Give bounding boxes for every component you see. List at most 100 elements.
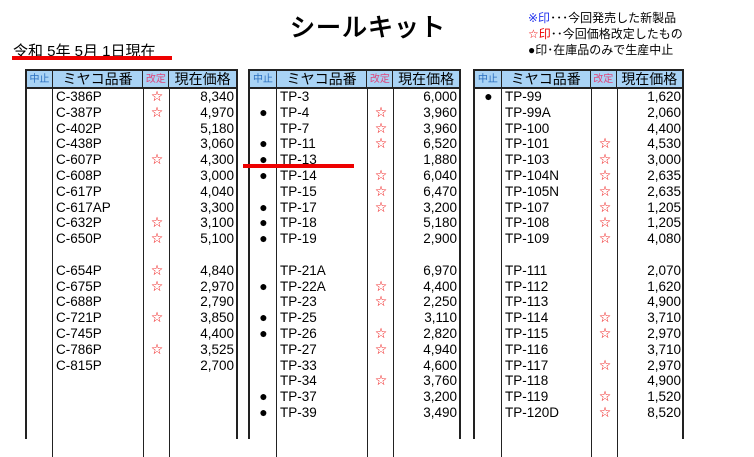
cell-price: 4,940	[423, 341, 457, 357]
cell-stop	[250, 89, 277, 105]
cell-price: 2,700	[200, 357, 234, 373]
cell-stop	[27, 152, 53, 168]
cell-rev	[592, 105, 618, 121]
cell-stop	[27, 263, 53, 279]
column-divider	[367, 89, 368, 457]
header-code: ミヤコ品番	[502, 71, 591, 87]
cell-rev	[144, 200, 170, 216]
cell-code: TP-120D	[505, 404, 560, 420]
cell-rev	[368, 405, 394, 421]
cell-price	[618, 247, 684, 263]
table-row: TP-21A 6,970	[250, 263, 460, 279]
cell-rev	[368, 231, 394, 247]
table-row: TP-23 ☆ 2,250	[250, 294, 460, 310]
cell-stop	[475, 136, 502, 152]
cell-price: 2,250	[423, 294, 457, 310]
revised-mark: ☆印	[528, 27, 551, 41]
cell-rev: ☆	[374, 325, 388, 341]
column-divider	[143, 89, 144, 457]
cell-rev: ☆	[598, 310, 612, 326]
table-row: TP-27 ☆ 4,940	[250, 342, 460, 358]
table-row: TP-3 6,000	[250, 89, 460, 105]
cell-stop	[250, 247, 277, 263]
cell-code: TP-37	[280, 389, 317, 405]
cell-price: 4,400	[423, 278, 457, 294]
cell-code: TP-113	[505, 294, 549, 310]
cell-price: 1,620	[647, 278, 681, 294]
cell-code: C-387P	[56, 104, 102, 120]
cell-code: TP-105N	[505, 183, 560, 199]
table-row: TP-104N ☆ 2,635	[475, 168, 684, 184]
cell-rev: ☆	[150, 231, 164, 247]
table-row: ● TP-19 2,900	[250, 231, 460, 247]
table-row: TP-114 ☆ 3,710	[475, 310, 684, 326]
cell-price: 4,970	[200, 104, 234, 120]
cell-code: TP-3	[280, 89, 310, 104]
cell-code: TP-15	[280, 183, 317, 199]
cell-price: 1,880	[423, 152, 457, 168]
cell-code: TP-18	[280, 215, 317, 231]
table-row: TP-118 4,900	[475, 373, 684, 389]
cell-code: TP-115	[505, 325, 549, 341]
table-row: C-786P ☆ 3,525	[27, 342, 237, 358]
cell-stop	[475, 389, 502, 405]
column-divider	[169, 89, 170, 457]
cell-price: 5,180	[423, 215, 457, 231]
cell-rev	[592, 294, 618, 310]
header-price: 現在価格	[398, 71, 455, 87]
table-row: TP-120D ☆ 8,520	[475, 405, 684, 421]
header-code: ミヤコ品番	[53, 71, 144, 87]
cell-code: C-617P	[56, 183, 102, 199]
cell-code: TP-7	[280, 120, 310, 136]
table-row: ● TP-13 1,880	[250, 152, 460, 168]
cell-code: C-654P	[56, 262, 102, 278]
cell-rev	[368, 215, 394, 231]
cell-rev: ☆	[598, 231, 612, 247]
cell-code	[277, 247, 368, 263]
price-table-2: 中止 ミヤコ品番 改定 現在価格 TP-3 6,000 ● TP-4 ☆ 3,960 TP-7 ☆ 3,…	[248, 69, 461, 457]
cell-stop	[27, 89, 53, 105]
cell-code: TP-109	[505, 231, 550, 247]
new-mark: ※印	[528, 11, 551, 25]
cell-stop	[475, 105, 502, 121]
cell-stop	[27, 168, 53, 184]
cell-rev	[592, 279, 618, 295]
cell-rev: ☆	[150, 278, 164, 294]
cell-rev: ☆	[150, 262, 164, 278]
table-row: TP-116 3,710	[475, 342, 684, 358]
header-price: 現在価格	[174, 71, 231, 87]
cell-rev: ☆	[598, 199, 612, 215]
cell-rev	[592, 121, 618, 137]
cell-code: C-650P	[56, 231, 102, 247]
cell-code: TP-107	[505, 199, 550, 215]
cell-code: C-386P	[56, 89, 102, 104]
table-row: ● TP-4 ☆ 3,960	[250, 105, 460, 121]
cell-rev: ☆	[150, 310, 164, 326]
table-row: ● TP-25 3,110	[250, 310, 460, 326]
table-header: 中止 ミヤコ品番 改定 現在価格	[475, 71, 682, 89]
cell-price: 3,960	[423, 104, 457, 120]
cell-stop	[27, 342, 53, 358]
table-row: C-745P 4,400	[27, 326, 237, 342]
cell-code: TP-25	[280, 310, 317, 326]
column-divider	[501, 89, 502, 457]
table-row: C-617P 4,040	[27, 184, 237, 200]
date-underline	[12, 56, 172, 60]
cell-code: C-688P	[56, 294, 102, 310]
cell-stop	[27, 358, 53, 374]
cell-price: 3,060	[200, 136, 234, 152]
cell-stop: ●	[259, 104, 268, 120]
table-body: ● TP-99 1,620 TP-99A 2,060 TP-100 4,400 TP-101 ☆…	[475, 89, 682, 457]
cell-rev: ☆	[150, 89, 164, 104]
cell-stop	[250, 294, 277, 310]
table-row: TP-112 1,620	[475, 279, 684, 295]
cell-stop: ●	[484, 89, 493, 104]
table-row: ● TP-14 ☆ 6,040	[250, 168, 460, 184]
as-of-date: 令和 5年 5月 1日現在	[13, 43, 156, 60]
cell-rev	[592, 247, 618, 263]
cell-code: TP-22A	[280, 278, 326, 294]
cell-price: 3,710	[647, 310, 681, 326]
cell-price: 4,900	[647, 294, 681, 310]
cell-rev: ☆	[374, 104, 388, 120]
cell-code: TP-17	[280, 199, 317, 215]
